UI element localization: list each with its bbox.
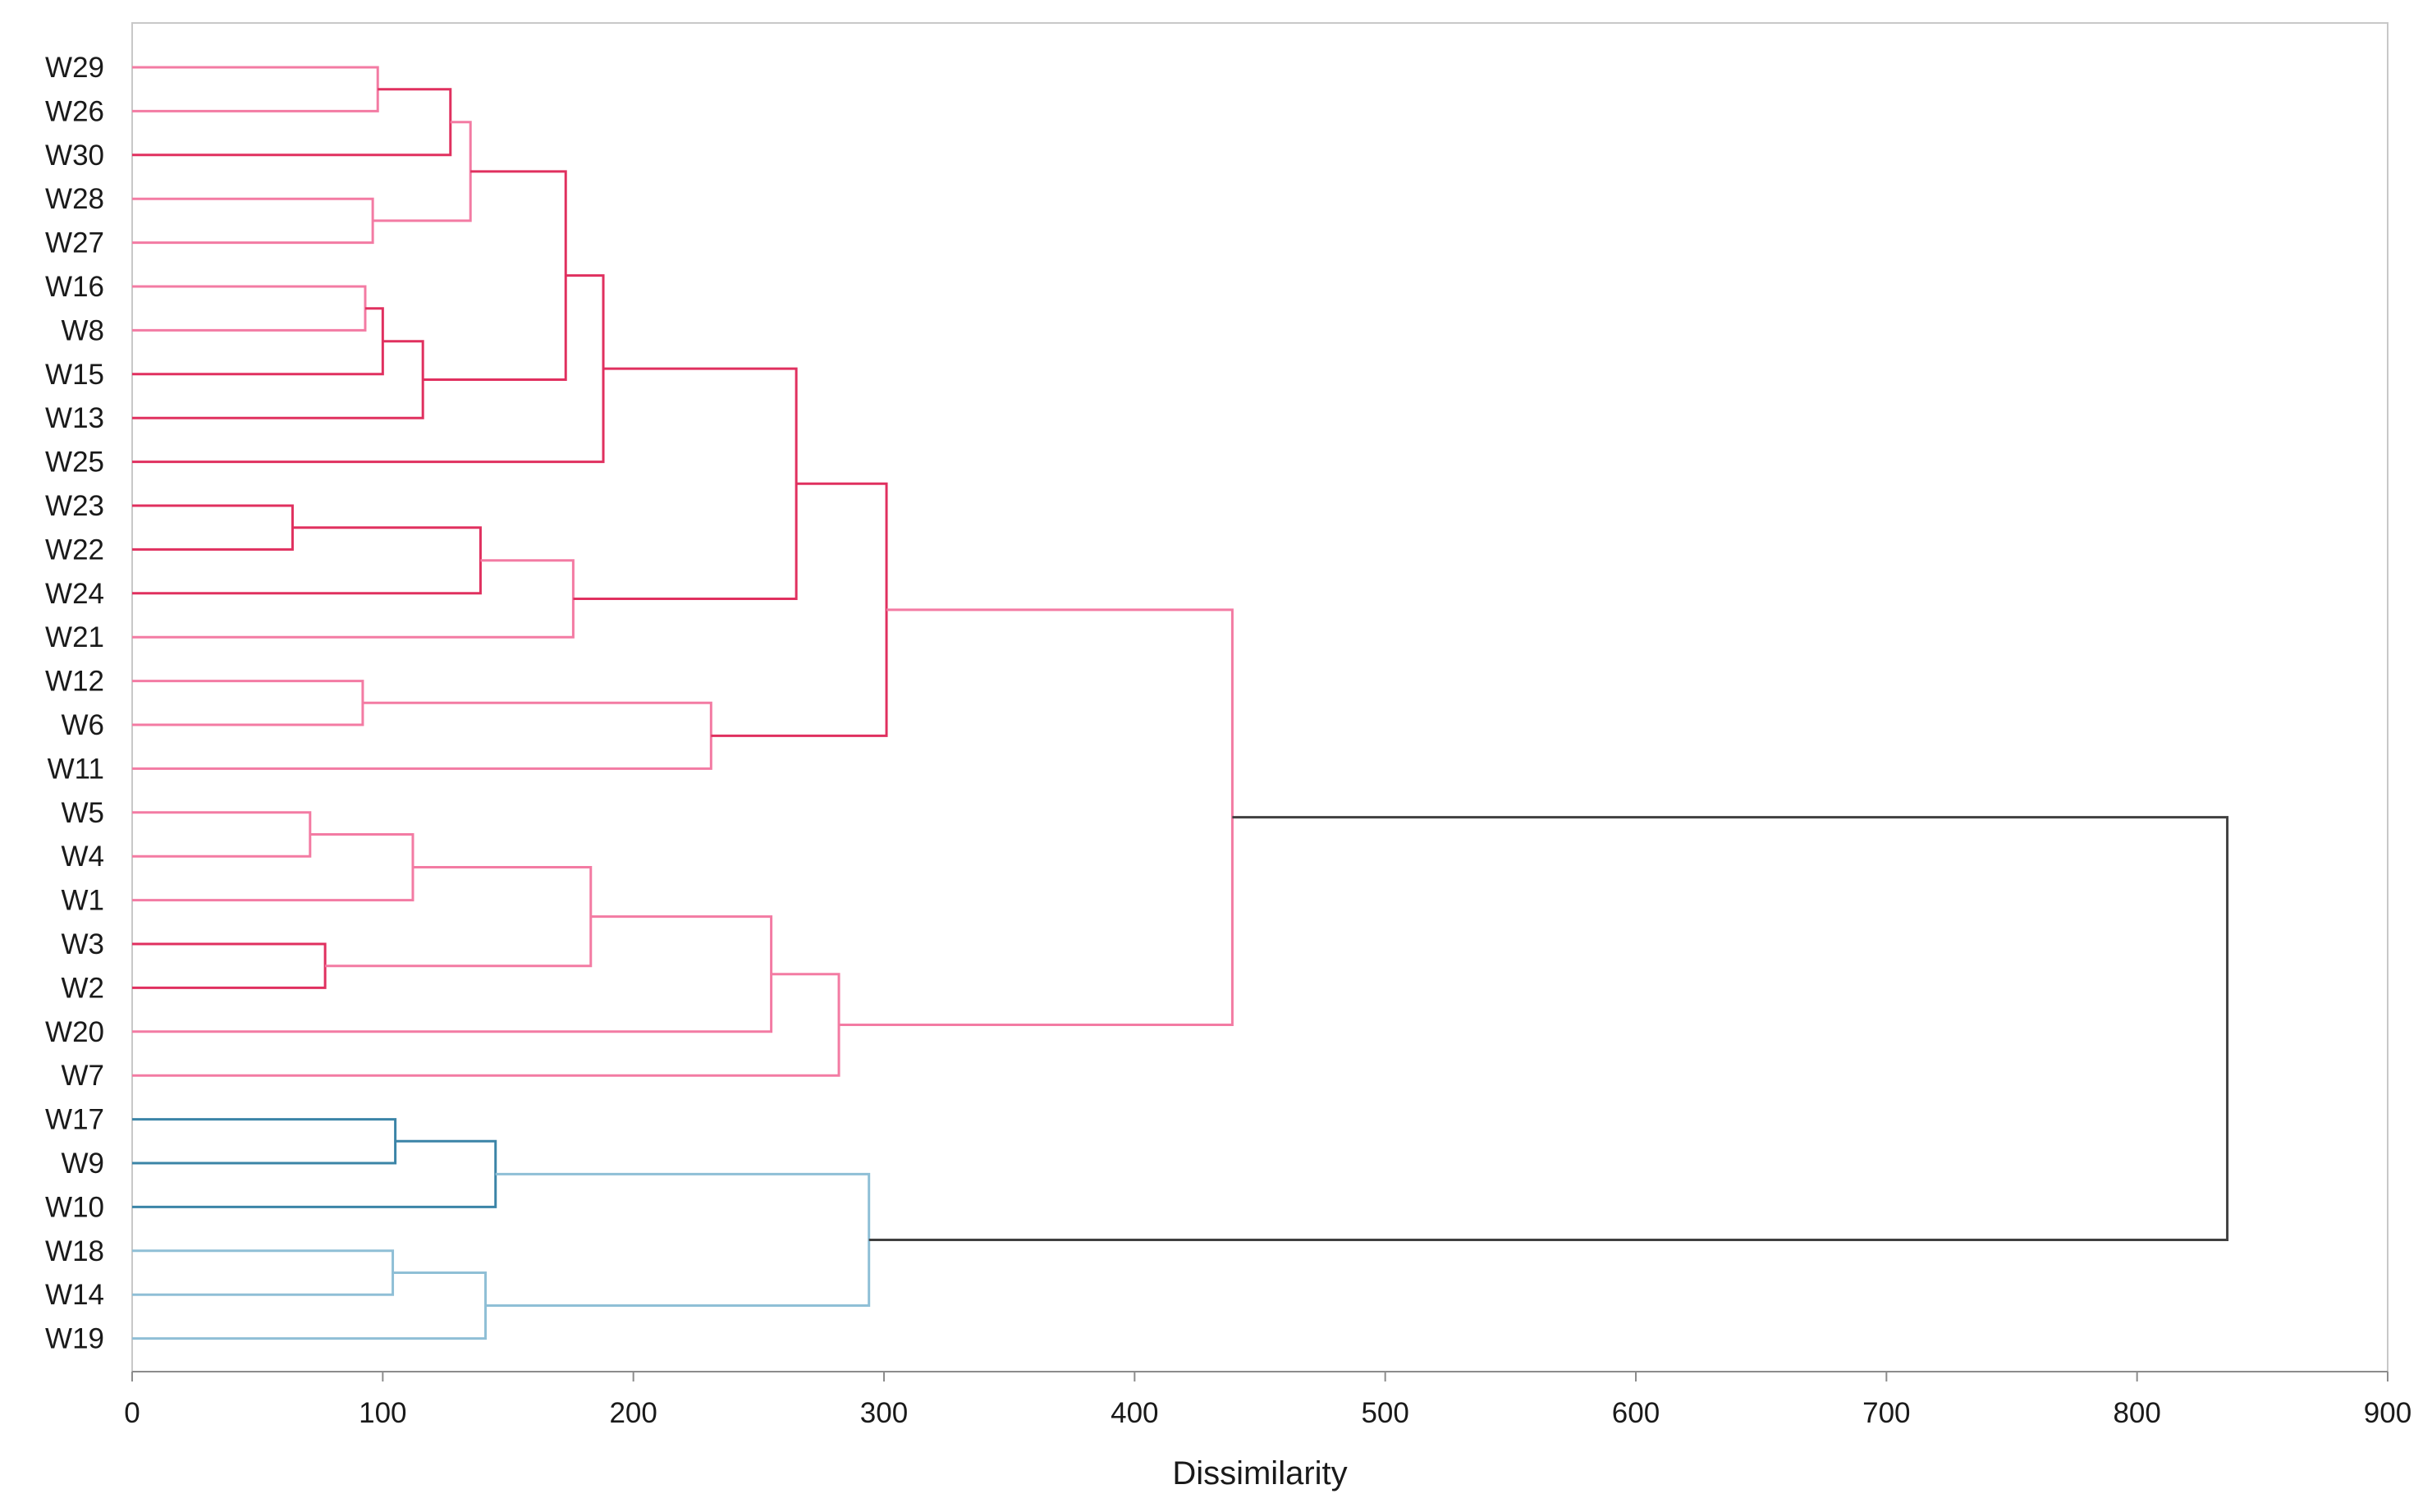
leaf-label-w4: W4 bbox=[62, 841, 105, 873]
leaf-label-w24: W24 bbox=[45, 578, 104, 610]
x-tick-label-700: 700 bbox=[1862, 1397, 1910, 1429]
x-tick-label-900: 900 bbox=[2364, 1397, 2411, 1429]
leaf-label-w13: W13 bbox=[45, 402, 104, 434]
x-tick-label-500: 500 bbox=[1361, 1397, 1408, 1429]
leaf-label-w11: W11 bbox=[48, 753, 104, 785]
leaf-label-w8: W8 bbox=[62, 314, 105, 346]
leaf-label-w17: W17 bbox=[45, 1104, 104, 1136]
leaf-label-w10: W10 bbox=[45, 1191, 104, 1223]
leaf-label-w22: W22 bbox=[45, 534, 104, 566]
merge-link-m15-m21 bbox=[839, 608, 1234, 1026]
merge-link-m9-w24 bbox=[132, 526, 482, 595]
plot-area bbox=[131, 22, 2388, 1372]
x-tick-label-600: 600 bbox=[1612, 1397, 1660, 1429]
leaf-label-w14: W14 bbox=[45, 1279, 104, 1311]
leaf-label-w29: W29 bbox=[45, 52, 104, 84]
leaf-label-w1: W1 bbox=[62, 885, 105, 917]
leaf-label-w12: W12 bbox=[45, 666, 104, 698]
dendrogram-branches bbox=[132, 66, 2229, 1340]
x-tick-label-400: 400 bbox=[1111, 1397, 1158, 1429]
leaf-label-w19: W19 bbox=[45, 1323, 104, 1355]
leaf-label-w2: W2 bbox=[62, 972, 105, 1004]
leaf-label-w25: W25 bbox=[45, 447, 104, 479]
leaf-label-w20: W20 bbox=[45, 1016, 104, 1048]
leaf-label-w23: W23 bbox=[45, 490, 104, 522]
merge-link-m22-m27 bbox=[868, 816, 2229, 1241]
leaf-label-w28: W28 bbox=[45, 183, 104, 215]
x-tick-label-200: 200 bbox=[609, 1397, 657, 1429]
leaf-label-w26: W26 bbox=[45, 95, 104, 127]
leaf-label-w18: W18 bbox=[45, 1235, 104, 1267]
leaf-label-w5: W5 bbox=[62, 797, 105, 829]
merge-link-m23-w10 bbox=[132, 1139, 497, 1208]
merge-link-m16-w1 bbox=[132, 833, 414, 902]
merge-link-m8-m11 bbox=[573, 367, 798, 600]
leaf-label-w16: W16 bbox=[45, 271, 104, 303]
leaf-label-w9: W9 bbox=[62, 1148, 105, 1180]
leaf-label-w15: W15 bbox=[45, 359, 104, 391]
merge-link-m0-w30 bbox=[132, 88, 452, 157]
x-axis: 0 100 200 300 400 500 600 700 800 900 bbox=[124, 1371, 2411, 1429]
x-tick-label-100: 100 bbox=[359, 1397, 406, 1429]
leaf-label-w30: W30 bbox=[45, 140, 104, 172]
leaf-label-w7: W7 bbox=[62, 1060, 105, 1092]
leaf-label-w21: W21 bbox=[45, 621, 104, 653]
x-axis-title: Dissimilarity bbox=[1172, 1455, 1347, 1491]
x-tick-label-800: 800 bbox=[2113, 1397, 2160, 1429]
leaf-label-w6: W6 bbox=[62, 709, 105, 741]
leaf-labels: W29 W26 W30 W28 W27 W16 W8 W15 W13 W25 W23 W22 W24 W2… bbox=[45, 52, 104, 1355]
merge-link-w23-w22 bbox=[132, 504, 294, 551]
merge-link-m4-w15 bbox=[132, 307, 384, 376]
x-tick-label-300: 300 bbox=[860, 1397, 908, 1429]
merge-link-m12-m14 bbox=[711, 482, 888, 737]
leaf-label-w27: W27 bbox=[45, 227, 104, 259]
x-tick-label-0: 0 bbox=[124, 1397, 140, 1429]
leaf-label-w3: W3 bbox=[62, 928, 105, 960]
